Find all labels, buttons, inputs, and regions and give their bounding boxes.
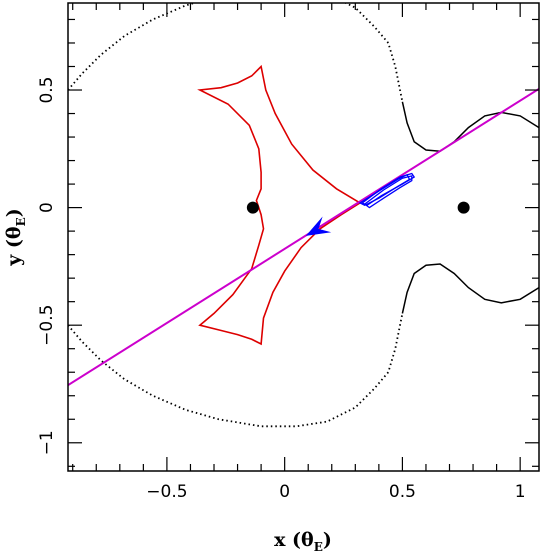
x-axis-label: x (θE)	[274, 529, 332, 554]
y-axis-label: y (θE)	[3, 208, 28, 267]
caustic-curve	[197, 64, 362, 346]
y-tick-label: −1	[37, 430, 57, 455]
source-loop-3	[363, 175, 413, 209]
x-tick-label: 0	[279, 482, 290, 502]
y-tick-label: 0	[37, 202, 57, 213]
critical-curve-upper-solid	[401, 101, 539, 152]
axis-tick-labels: −0.5 0 0.5 1 −1 −0.5 0 0.5	[37, 76, 526, 502]
lens-2	[457, 201, 470, 214]
x-tick-label: 1	[515, 482, 526, 502]
critical-curve-lower	[68, 313, 404, 428]
x-tick-label: 0.5	[389, 482, 416, 502]
plot-content	[68, 3, 539, 428]
y-tick-label: −0.5	[37, 305, 57, 346]
plot-frame	[67, 2, 540, 472]
critical-curve-upper	[68, 3, 404, 102]
source-loop-2	[361, 172, 416, 207]
source-direction-arrow	[305, 216, 332, 236]
y-tick-label: 0.5	[37, 76, 57, 103]
axis-ticks	[68, 3, 539, 471]
source-motion-loops	[358, 172, 416, 209]
x-tick-label: −0.5	[146, 482, 187, 502]
source-trajectory	[68, 87, 539, 387]
lens-1	[246, 201, 259, 214]
critical-curve-lower-solid	[401, 263, 539, 314]
